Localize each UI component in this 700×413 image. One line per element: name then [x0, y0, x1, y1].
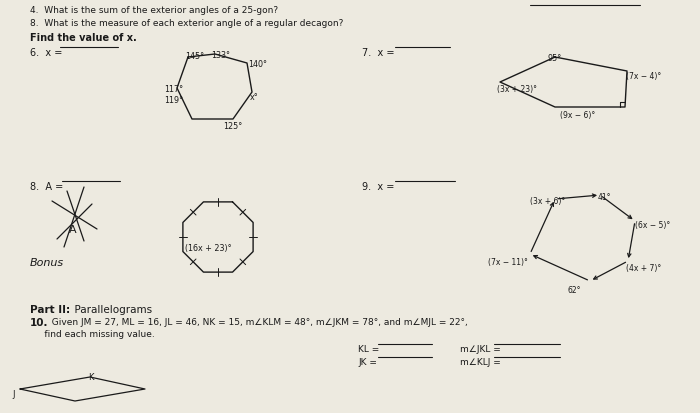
Text: 119°: 119° — [164, 96, 183, 105]
Text: 6.  x =: 6. x = — [30, 48, 66, 58]
Text: (4x + 7)°: (4x + 7)° — [626, 263, 662, 272]
Text: (3x + 23)°: (3x + 23)° — [497, 85, 537, 94]
Text: 133°: 133° — [211, 51, 230, 60]
Text: 8.  A =: 8. A = — [30, 182, 66, 192]
Text: (7x − 11)°: (7x − 11)° — [488, 257, 528, 266]
Text: J: J — [12, 389, 15, 398]
Text: Bonus: Bonus — [30, 257, 64, 267]
Text: 7.  x =: 7. x = — [362, 48, 398, 58]
Text: JK =: JK = — [358, 357, 379, 366]
Text: 41°: 41° — [598, 192, 612, 202]
Text: Parallelograms: Parallelograms — [68, 304, 152, 314]
Text: m∠JKL =: m∠JKL = — [460, 344, 503, 353]
Text: m∠KLJ =: m∠KLJ = — [460, 357, 503, 366]
Text: 125°: 125° — [223, 122, 242, 131]
Text: 4.  What is the sum of the exterior angles of a 25-gon?: 4. What is the sum of the exterior angle… — [30, 6, 278, 15]
Text: (7x − 4)°: (7x − 4)° — [626, 72, 662, 81]
Text: 145°: 145° — [185, 52, 204, 61]
Text: 62°: 62° — [568, 285, 582, 294]
Text: KL =: KL = — [358, 344, 382, 353]
Text: (3x + 6)°: (3x + 6)° — [530, 197, 566, 206]
Text: Part II:: Part II: — [30, 304, 70, 314]
Text: 95°: 95° — [548, 54, 562, 63]
Text: find each missing value.: find each missing value. — [30, 329, 155, 338]
Text: (16x + 23)°: (16x + 23)° — [185, 243, 232, 252]
Text: Find the value of x.: Find the value of x. — [30, 33, 137, 43]
Text: 117°: 117° — [164, 85, 183, 94]
Text: x°: x° — [250, 93, 259, 102]
Text: (6x − 5)°: (6x − 5)° — [635, 221, 671, 230]
Text: 9.  x =: 9. x = — [362, 182, 398, 192]
Text: 140°: 140° — [248, 60, 267, 69]
Text: K: K — [88, 372, 94, 381]
Text: (9x − 6)°: (9x − 6)° — [560, 111, 595, 120]
Text: 8.  What is the measure of each exterior angle of a regular decagon?: 8. What is the measure of each exterior … — [30, 19, 344, 28]
Text: 10.: 10. — [30, 317, 48, 327]
Text: A: A — [69, 224, 76, 235]
Text: Given JM = 27, ML = 16, JL = 46, NK = 15, m∠KLM = 48°, m∠JKM = 78°, and m∠MJL = : Given JM = 27, ML = 16, JL = 46, NK = 15… — [46, 317, 468, 326]
